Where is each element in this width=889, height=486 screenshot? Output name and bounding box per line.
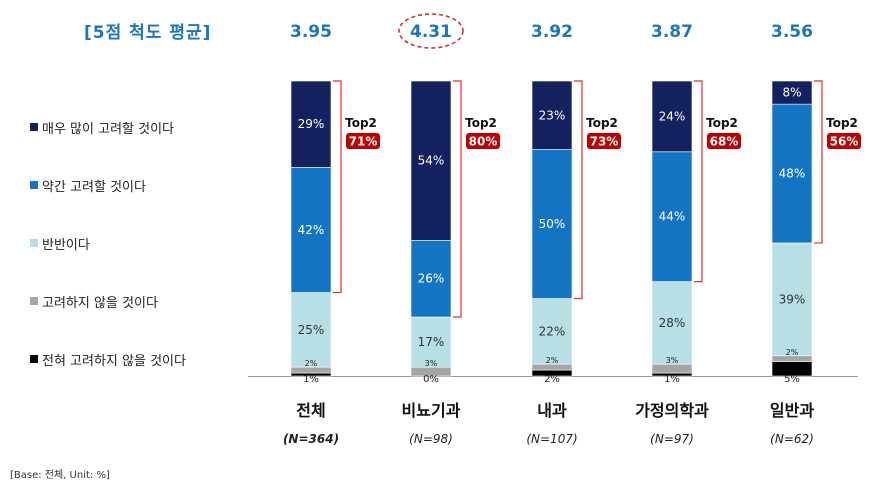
- legend-label: 전혀 고려하지 않을 것이다: [42, 354, 186, 369]
- data-label: 8%: [782, 86, 801, 100]
- bar-segment: [651, 80, 693, 153]
- highlight-ellipse: [398, 13, 464, 49]
- mean-score: 3.95: [290, 22, 332, 42]
- top2-label: Top2: [586, 116, 618, 130]
- top2-bracket: [814, 80, 823, 244]
- base-note: [Base: 전체, Unit: %]: [10, 470, 110, 481]
- data-label: 0%: [423, 374, 439, 385]
- top2-badge: [346, 133, 380, 149]
- data-label: 26%: [418, 272, 445, 286]
- category-label: 일반과: [770, 401, 814, 420]
- bar-segment: [531, 149, 573, 299]
- top2-label: Top2: [345, 116, 377, 130]
- category-label: 전체: [296, 401, 325, 420]
- top2-bracket: [333, 80, 342, 294]
- bar-segment: [290, 80, 332, 168]
- data-label: 50%: [539, 217, 566, 231]
- bar-segment: [290, 292, 332, 368]
- data-label: 2%: [546, 356, 559, 365]
- data-label: 28%: [659, 316, 686, 330]
- data-label: 23%: [539, 108, 566, 122]
- legend-swatch: [30, 297, 38, 305]
- sample-size-label: (N=364): [283, 432, 339, 446]
- legend-swatch: [30, 355, 38, 363]
- data-label: 39%: [779, 292, 806, 306]
- data-label: 29%: [298, 117, 325, 131]
- data-label: 42%: [298, 223, 325, 237]
- category-label: 내과: [537, 401, 567, 420]
- data-label: 5%: [784, 374, 800, 385]
- data-label: 48%: [779, 167, 806, 181]
- mean-score: 3.92: [531, 22, 573, 42]
- legend-label: 고려하지 않을 것이다: [42, 296, 158, 311]
- data-label: 3%: [425, 359, 438, 368]
- top2-bracket: [574, 80, 583, 300]
- scale-title: [5점 척도 평균]: [84, 23, 212, 43]
- top2-badge: [707, 133, 741, 149]
- category-label: 가정의학과: [635, 401, 709, 420]
- top2-label: Top2: [465, 116, 497, 130]
- top2-label: Top2: [826, 116, 858, 130]
- data-label: 25%: [298, 323, 325, 337]
- legend-label: 약간 고려할 것이다: [42, 180, 146, 195]
- bar-segment: [651, 363, 693, 374]
- mean-score: 3.87: [651, 22, 693, 42]
- data-label: 3%: [666, 356, 679, 365]
- bar-segment: [410, 240, 452, 318]
- data-label: 24%: [659, 109, 686, 123]
- data-label: 1%: [664, 374, 680, 385]
- data-label: 17%: [418, 335, 445, 349]
- top2-label: Top2: [706, 116, 738, 130]
- top2-badge: [827, 133, 861, 149]
- bar-segment: [531, 80, 573, 150]
- mean-score: 3.56: [771, 22, 813, 42]
- top2-value: 56%: [830, 135, 859, 149]
- top2-bracket: [453, 80, 462, 318]
- bar-segment: [410, 316, 452, 368]
- data-label: 2%: [544, 374, 560, 385]
- category-label: 비뇨기과: [402, 401, 461, 420]
- top2-value: 68%: [710, 135, 739, 149]
- legend-swatch: [30, 239, 38, 247]
- data-label: 1%: [303, 374, 319, 385]
- legend-label: 매우 많이 고려할 것이다: [42, 122, 174, 137]
- data-label: 2%: [305, 359, 318, 368]
- top2-bracket: [694, 80, 703, 283]
- bar-segment: [410, 80, 452, 241]
- mean-score: 4.31: [410, 22, 452, 42]
- bar-segment: [771, 242, 813, 357]
- legend-swatch: [30, 123, 38, 131]
- legend-swatch: [30, 181, 38, 189]
- top2-badge: [466, 133, 500, 149]
- sample-size-label: (N=62): [770, 432, 814, 446]
- data-label: 54%: [418, 154, 445, 168]
- sample-size-label: (N=98): [409, 432, 453, 446]
- top2-value: 80%: [469, 135, 498, 149]
- sample-size-label: (N=97): [650, 432, 694, 446]
- data-label: 2%: [786, 348, 799, 357]
- legend-label: 반반이다: [42, 238, 90, 253]
- sample-size-label: (N=107): [526, 432, 577, 446]
- bar-segment: [771, 80, 813, 105]
- top2-badge: [587, 133, 621, 149]
- data-label: 22%: [539, 324, 566, 338]
- bar-segment: [651, 151, 693, 282]
- bar-segment: [531, 298, 573, 365]
- top2-value: 71%: [349, 135, 378, 149]
- top2-value: 73%: [590, 135, 619, 149]
- data-label: 44%: [659, 210, 686, 224]
- bar-segment: [290, 167, 332, 293]
